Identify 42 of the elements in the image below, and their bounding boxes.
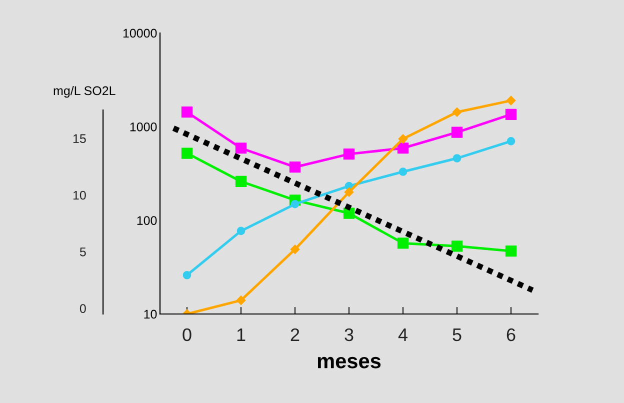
- point: [290, 200, 300, 208]
- point: [235, 176, 247, 188]
- point: [452, 154, 462, 162]
- x-tick-label: 1: [237, 328, 246, 341]
- point: [451, 240, 463, 252]
- y2-tick-label: 0: [80, 304, 86, 313]
- x-tick-label: 2: [290, 328, 300, 341]
- x-tick-label: 6: [506, 328, 516, 342]
- y-tick-label: 100: [137, 216, 157, 225]
- y-tick-label: 10000: [123, 28, 157, 38]
- point: [452, 107, 462, 117]
- point: [451, 126, 463, 138]
- point: [182, 270, 192, 280]
- point: [289, 162, 301, 173]
- point: [397, 238, 409, 249]
- point: [397, 142, 409, 154]
- point: [235, 142, 247, 154]
- point: [343, 208, 355, 219]
- x-tick-label: 4: [398, 328, 408, 341]
- point: [505, 245, 517, 257]
- y-tick-label: 1000: [130, 122, 157, 132]
- point: [236, 226, 246, 236]
- x-tick-label: 5: [452, 328, 462, 342]
- y2-tick-label: 5: [80, 248, 86, 256]
- point: [343, 148, 355, 160]
- point: [344, 188, 354, 197]
- y2-axis-title: mg/L SO2L: [54, 86, 116, 98]
- point: [181, 148, 193, 159]
- x-tick-label: 3: [344, 328, 354, 342]
- x-axis-title: meses: [318, 356, 381, 368]
- y2-tick-label: 15: [73, 134, 86, 144]
- point: [398, 168, 408, 176]
- point: [236, 296, 246, 305]
- point: [181, 106, 193, 118]
- point: [398, 134, 408, 144]
- y2-tick-label: 10: [73, 190, 86, 200]
- point: [506, 137, 516, 146]
- point: [505, 108, 517, 120]
- point: [290, 244, 300, 254]
- y-tick-label: 10: [144, 310, 157, 319]
- point: [506, 96, 516, 106]
- x-tick-label: 0: [182, 328, 192, 342]
